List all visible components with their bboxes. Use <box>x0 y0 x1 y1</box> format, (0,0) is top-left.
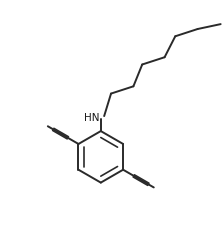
Text: HN: HN <box>84 113 99 123</box>
